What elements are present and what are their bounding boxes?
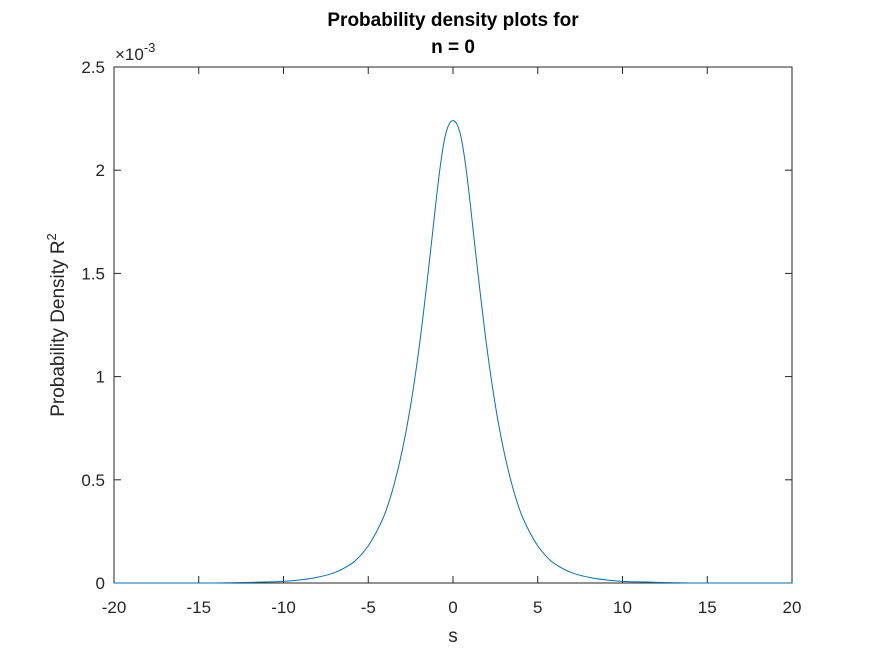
x-ticks: -20 -15 -10 -5 0 5 10 15 20 [102, 67, 802, 617]
x-tick-label: 10 [613, 598, 632, 617]
y-axis-multiplier-base: ×10 [115, 45, 144, 64]
x-tick-label: -15 [186, 598, 211, 617]
y-tick-label: 2.5 [81, 58, 105, 77]
x-tick-label: 15 [698, 598, 717, 617]
y-tick-label: 0 [96, 574, 105, 593]
y-tick-label: 1.5 [81, 264, 105, 283]
y-tick-label: 2 [96, 161, 105, 180]
x-axis-label: s [448, 626, 458, 647]
y-tick-label: 0.5 [81, 471, 105, 490]
chart-title-line-1: Probability density plots for [327, 10, 579, 31]
y-tick-label: 1 [96, 368, 105, 387]
x-tick-label: 5 [533, 598, 542, 617]
x-tick-label: -5 [361, 598, 376, 617]
x-tick-label: -10 [271, 598, 296, 617]
y-axis-label: Probability Density R2 [44, 233, 69, 417]
y-axis-label-base: Probability Density R [48, 240, 69, 416]
series-group [114, 120, 792, 584]
x-tick-label: 0 [448, 598, 457, 617]
y-axis-multiplier-exponent: -3 [144, 40, 156, 55]
y-axis-label-superscript: 2 [44, 233, 59, 240]
y-axis-multiplier: ×10-3 [115, 40, 155, 64]
y-ticks: 0 0.5 1 1.5 2 2.5 [81, 58, 792, 593]
series-line [114, 120, 792, 584]
chart-title-line-2: n = 0 [431, 37, 475, 58]
x-tick-label: 20 [783, 598, 802, 617]
x-tick-label: -20 [102, 598, 127, 617]
axes-box [113, 66, 793, 584]
